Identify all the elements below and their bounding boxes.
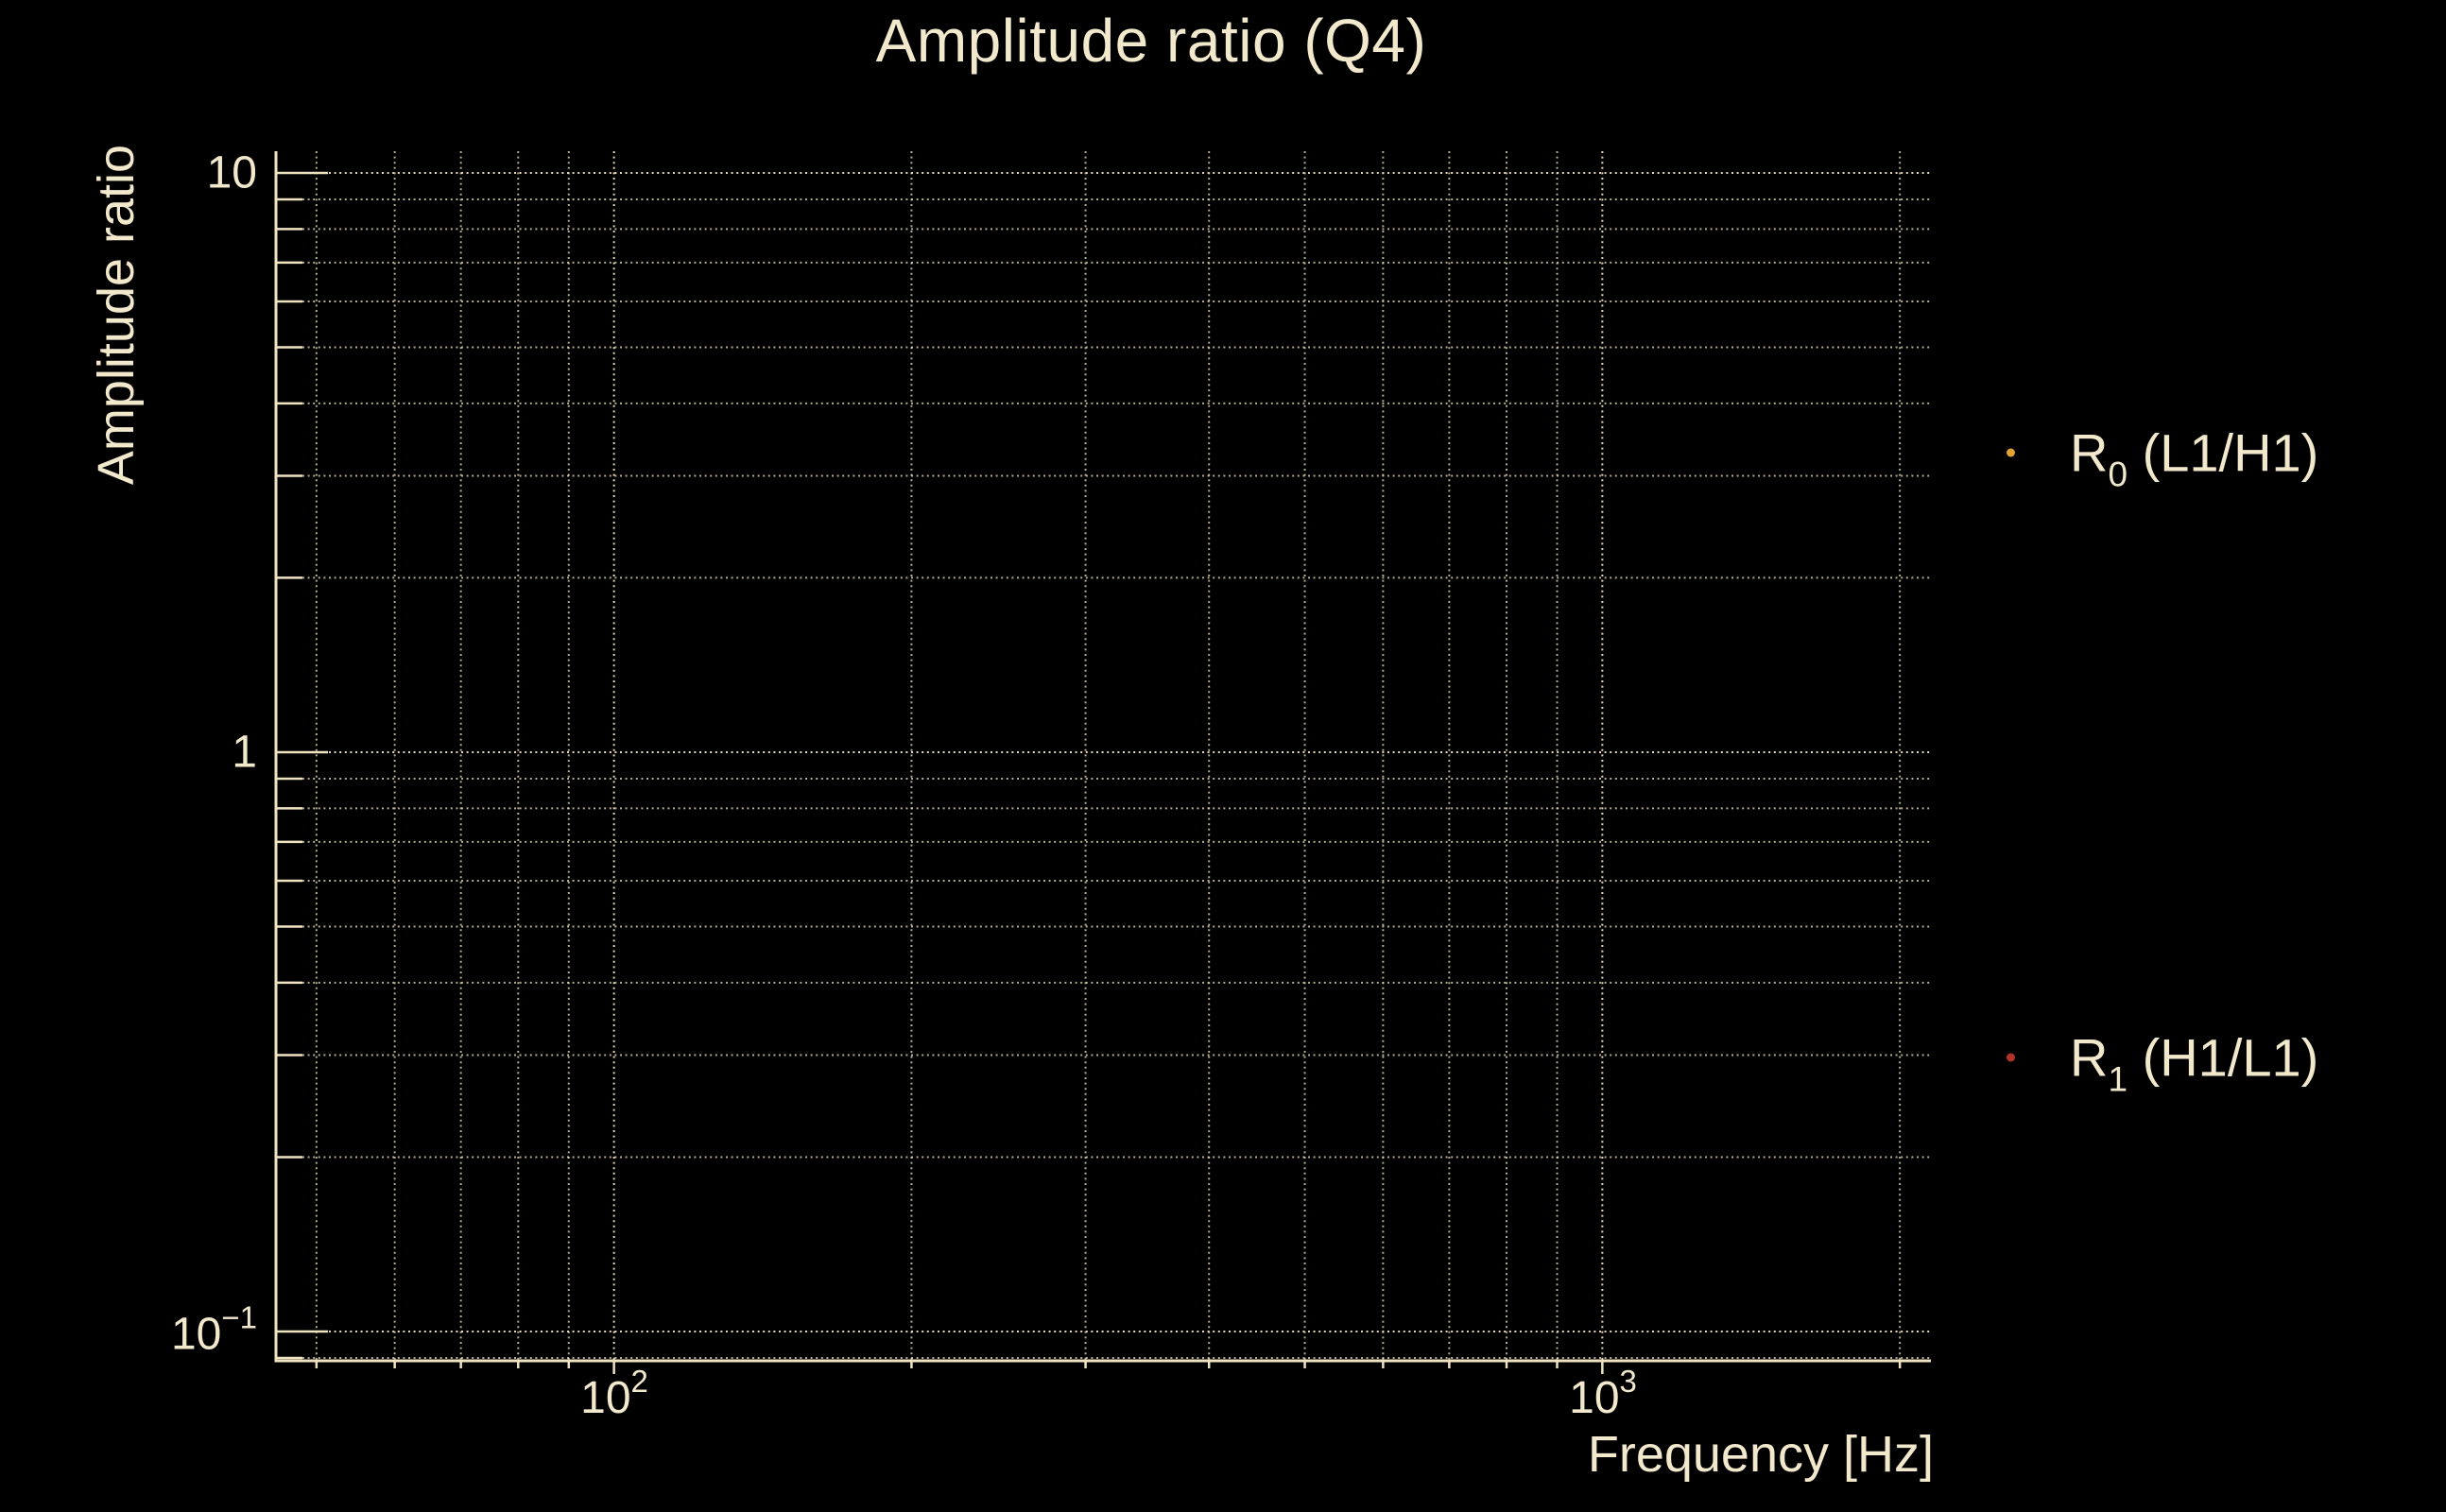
y-tick-0p1: 10−1 [170, 1299, 257, 1360]
x-axis-label: Frequency [Hz] [1587, 1426, 1934, 1483]
legend-item-r0: R0 (L1/H1) [2007, 422, 2319, 494]
y-tick-1: 1 [232, 727, 257, 778]
legend-label: R1 (H1/L1) [2070, 1027, 2319, 1099]
x-tick-100: 102 [580, 1364, 648, 1423]
y-tick-10: 10 [206, 147, 257, 198]
scatter-dot-icon [2007, 448, 2015, 457]
legend-label: R0 (L1/H1) [2070, 422, 2319, 494]
chart-title: Amplitude ratio (Q4) [875, 7, 1427, 75]
legend-item-r1: R1 (H1/L1) [2007, 1027, 2319, 1099]
y-axis-label: Amplitude ratio [88, 144, 145, 486]
x-tick-1000: 103 [1569, 1364, 1637, 1423]
scatter-dot-icon [2007, 1053, 2015, 1062]
